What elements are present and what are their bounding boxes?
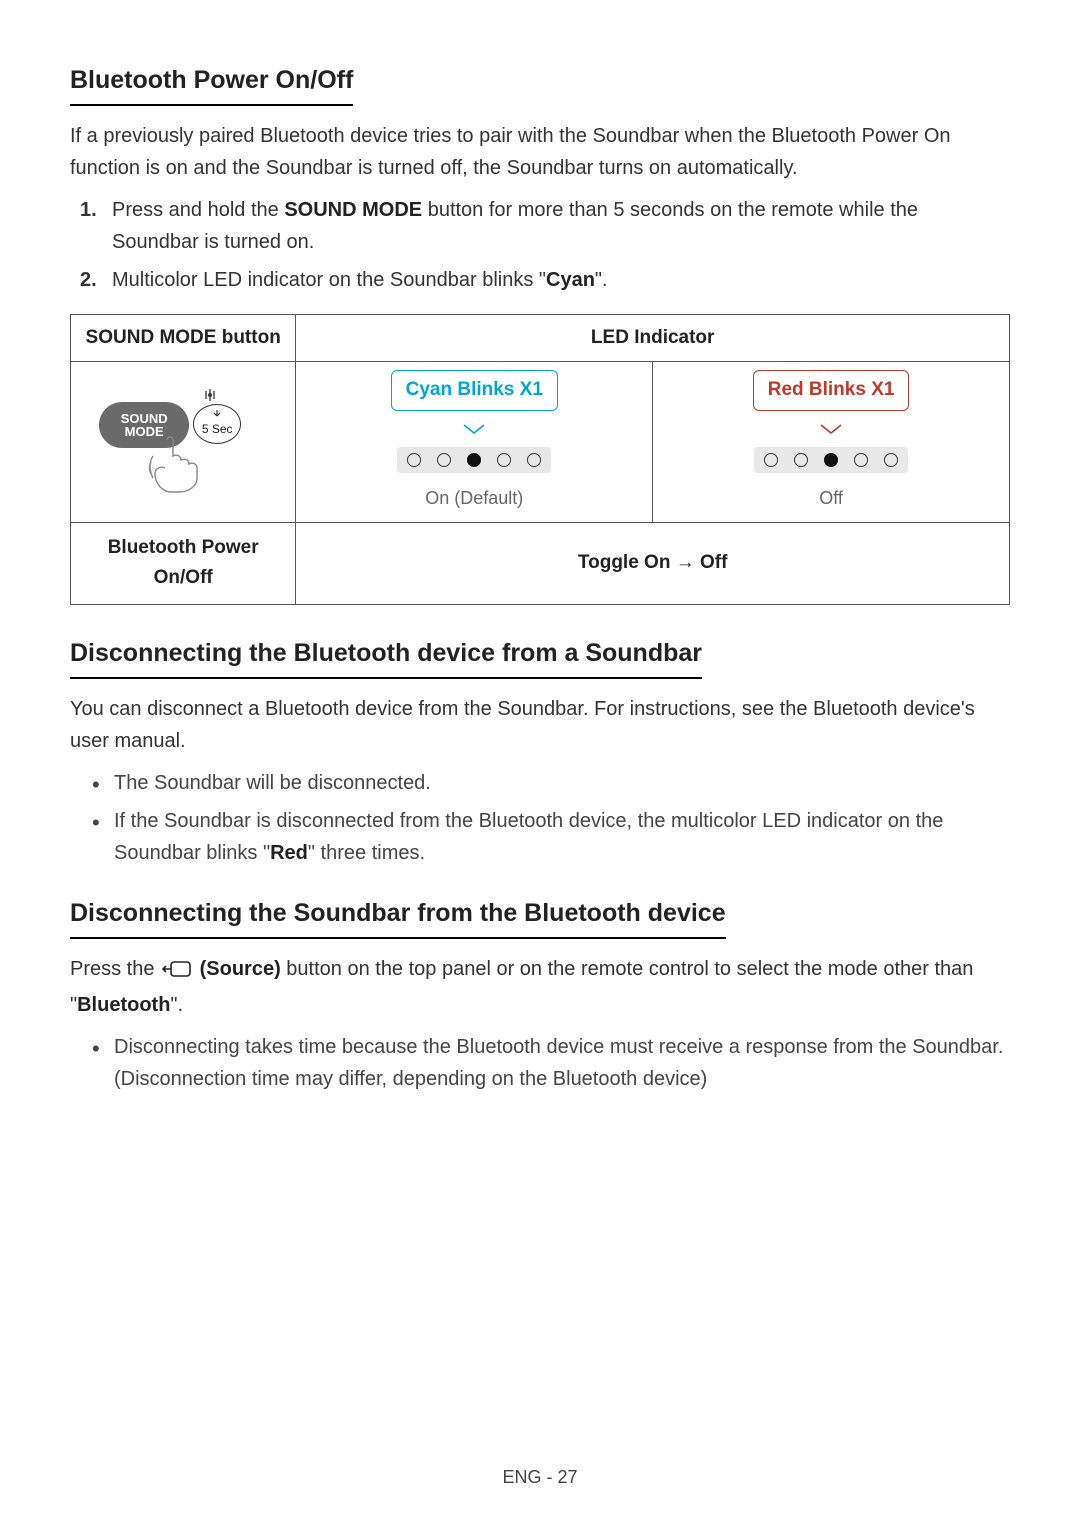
disc-bullet-2: If the Soundbar is disconnected from the… <box>92 805 1010 869</box>
step-1-bold: SOUND MODE <box>284 199 422 221</box>
steps-list: 1. Press and hold the SOUND MODE button … <box>70 194 1010 296</box>
led-indicator-table: SOUND MODE button LED Indicator SOUND MO… <box>70 314 1010 605</box>
s3-bold1: (Source) <box>194 958 281 980</box>
cyan-blinks-label: Cyan Blinks X1 <box>391 370 558 410</box>
s3-post: ". <box>170 994 183 1016</box>
heading-disconnect-device: Disconnecting the Bluetooth device from … <box>70 633 702 679</box>
step-2-pre: Multicolor LED indicator on the Soundbar… <box>112 269 546 291</box>
step-1-pre: Press and hold the <box>112 199 284 221</box>
step-2-bold: Cyan <box>546 269 595 291</box>
cell-cyan-blinks: Cyan Blinks X1 On (Default) <box>296 362 653 523</box>
intro-disconnect-device: You can disconnect a Bluetooth device fr… <box>70 693 1010 757</box>
sound-mode-label-1: SOUND <box>121 412 168 426</box>
s3-bullet-1: Disconnecting takes time because the Blu… <box>92 1031 1010 1095</box>
bt-power-line2: On/Off <box>75 563 291 593</box>
th-sound-mode: SOUND MODE button <box>71 315 296 362</box>
cyan-pointer-icon <box>391 415 558 445</box>
step-1-number: 1. <box>80 194 97 226</box>
heading-bt-power: Bluetooth Power On/Off <box>70 60 353 106</box>
red-sub-label: Off <box>753 484 910 513</box>
s3-pre: Press the <box>70 958 160 980</box>
disconnect-device-list: The Soundbar will be disconnected. If th… <box>70 767 1010 869</box>
step-2-post: ". <box>595 269 608 291</box>
s3-bold2: Bluetooth <box>77 994 170 1016</box>
intro-disconnect-soundbar: Press the (Source) button on the top pan… <box>70 953 1010 1021</box>
intro-bt-power: If a previously paired Bluetooth device … <box>70 120 1010 184</box>
cell-toggle: Toggle On → Off <box>296 522 1010 604</box>
step-2: 2. Multicolor LED indicator on the Sound… <box>92 264 1010 296</box>
th-led-indicator: LED Indicator <box>296 315 1010 362</box>
bt-power-line1: Bluetooth Power <box>75 533 291 563</box>
cell-sound-mode-illustration: SOUND MODE 5 Sec <box>71 362 296 523</box>
red-blinks-label: Red Blinks X1 <box>753 370 910 410</box>
cyan-led-strip <box>397 447 551 473</box>
cyan-sub-label: On (Default) <box>391 484 558 513</box>
step-1: 1. Press and hold the SOUND MODE button … <box>92 194 1010 258</box>
red-led-strip <box>754 447 908 473</box>
disc-bullet-1: The Soundbar will be disconnected. <box>92 767 1010 799</box>
hand-press-icon <box>147 434 217 504</box>
disc-b2-bold: Red <box>270 842 308 864</box>
cell-red-blinks: Red Blinks X1 Off <box>653 362 1010 523</box>
heading-disconnect-soundbar: Disconnecting the Soundbar from the Blue… <box>70 893 726 939</box>
disconnect-soundbar-list: Disconnecting takes time because the Blu… <box>70 1031 1010 1095</box>
page-footer: ENG - 27 <box>0 1463 1080 1492</box>
disc-b2-post: " three times. <box>308 842 425 864</box>
source-icon <box>162 957 192 989</box>
disc-b2-pre: If the Soundbar is disconnected from the… <box>114 810 943 864</box>
step-2-number: 2. <box>80 264 97 296</box>
red-pointer-icon <box>753 415 910 445</box>
cell-bt-power-label: Bluetooth Power On/Off <box>71 522 296 604</box>
